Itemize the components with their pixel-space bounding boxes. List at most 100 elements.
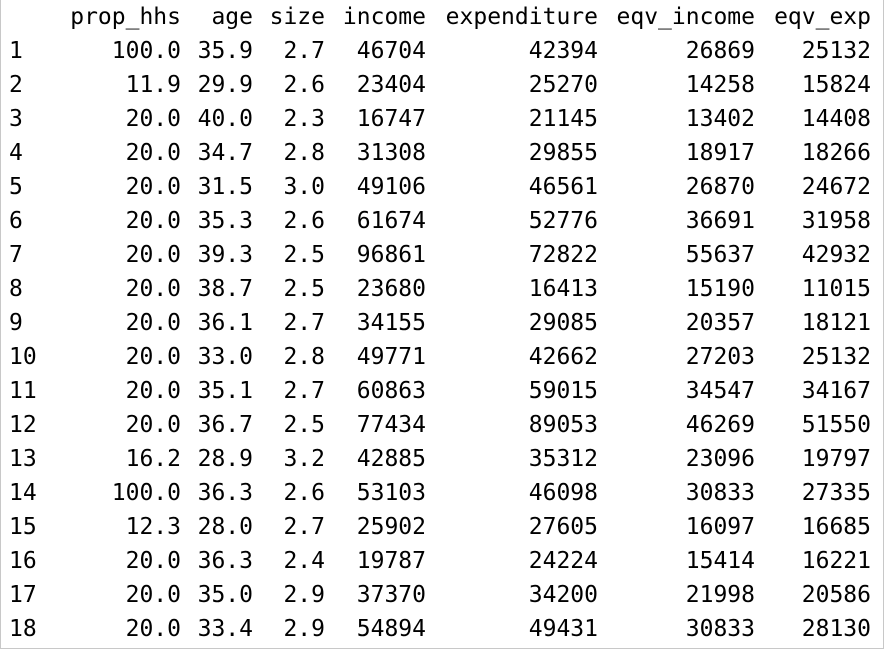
cell-income: 34155 (356, 310, 426, 336)
cell-eqv-exp: 24672 (801, 174, 871, 200)
cell-expenditure: 27605 (528, 514, 598, 540)
header-row: prop_hhs age size income expenditure eqv… (9, 0, 871, 34)
column-header-eqv-income: eqv_income (616, 4, 755, 30)
cell-eqv-exp: 31958 (801, 208, 871, 234)
table-row: 9 20.0 36.1 2.7 34155 29085 20357 18121 (9, 306, 871, 340)
cell-size: 2.9 (283, 582, 325, 608)
cell-expenditure: 24224 (528, 548, 598, 574)
cell-eqv-exp: 28130 (801, 616, 871, 642)
cell-income: 42885 (356, 446, 426, 472)
cell-prop-hhs: 20.0 (125, 582, 181, 608)
cell-expenditure: 34200 (528, 582, 598, 608)
cell-size: 2.9 (283, 616, 325, 642)
row-number: 11 (9, 378, 37, 404)
row-number: 9 (9, 310, 23, 336)
row-number: 17 (9, 582, 37, 608)
cell-eqv-exp: 19797 (801, 446, 871, 472)
cell-prop-hhs: 20.0 (125, 276, 181, 302)
cell-eqv-income: 34547 (685, 378, 755, 404)
cell-age: 38.7 (197, 276, 253, 302)
row-number: 3 (9, 106, 23, 132)
cell-age: 28.0 (197, 514, 253, 540)
cell-age: 34.7 (197, 140, 253, 166)
cell-size: 2.6 (283, 72, 325, 98)
cell-prop-hhs: 20.0 (125, 106, 181, 132)
cell-eqv-income: 26869 (685, 38, 755, 64)
cell-prop-hhs: 11.9 (125, 72, 181, 98)
cell-eqv-exp: 14408 (801, 106, 871, 132)
cell-eqv-exp: 16221 (801, 548, 871, 574)
cell-size: 2.7 (283, 310, 325, 336)
cell-age: 36.1 (197, 310, 253, 336)
cell-eqv-income: 18917 (685, 140, 755, 166)
cell-age: 35.9 (197, 38, 253, 64)
cell-age: 36.3 (197, 548, 253, 574)
cell-prop-hhs: 20.0 (125, 412, 181, 438)
cell-expenditure: 49431 (528, 616, 598, 642)
column-header-income: income (342, 4, 426, 30)
cell-age: 31.5 (197, 174, 253, 200)
row-number: 5 (9, 174, 23, 200)
cell-income: 60863 (356, 378, 426, 404)
cell-age: 35.0 (197, 582, 253, 608)
cell-age: 39.3 (197, 242, 253, 268)
cell-eqv-exp: 51550 (801, 412, 871, 438)
cell-size: 2.7 (283, 514, 325, 540)
cell-eqv-income: 30833 (685, 616, 755, 642)
cell-size: 2.5 (283, 242, 325, 268)
cell-eqv-income: 26870 (685, 174, 755, 200)
cell-income: 49771 (356, 344, 426, 370)
cell-eqv-exp: 42932 (801, 242, 871, 268)
column-header-eqv-exp: eqv_exp (774, 4, 871, 30)
table-row: 13 16.2 28.9 3.2 42885 35312 23096 19797 (9, 442, 871, 476)
cell-expenditure: 46098 (528, 480, 598, 506)
cell-income: 25902 (356, 514, 426, 540)
table-row: 4 20.0 34.7 2.8 31308 29855 18917 18266 (9, 136, 871, 170)
column-header-prop-hhs: prop_hhs (70, 4, 181, 30)
cell-expenditure: 21145 (528, 106, 598, 132)
cell-expenditure: 59015 (528, 378, 598, 404)
cell-prop-hhs: 20.0 (125, 548, 181, 574)
cell-eqv-exp: 20586 (801, 582, 871, 608)
row-number: 10 (9, 344, 37, 370)
cell-prop-hhs: 20.0 (125, 174, 181, 200)
table-row: 14 100.0 36.3 2.6 53103 46098 30833 27335 (9, 476, 871, 510)
cell-eqv-exp: 25132 (801, 344, 871, 370)
row-number: 6 (9, 208, 23, 234)
cell-eqv-income: 46269 (685, 412, 755, 438)
table-row: 5 20.0 31.5 3.0 49106 46561 26870 24672 (9, 170, 871, 204)
cell-prop-hhs: 20.0 (125, 242, 181, 268)
cell-prop-hhs: 20.0 (125, 208, 181, 234)
cell-age: 35.3 (197, 208, 253, 234)
cell-income: 23680 (356, 276, 426, 302)
cell-eqv-income: 15414 (685, 548, 755, 574)
cell-expenditure: 52776 (528, 208, 598, 234)
cell-prop-hhs: 100.0 (111, 38, 181, 64)
row-number: 2 (9, 72, 23, 98)
column-header-size: size (269, 4, 325, 30)
cell-size: 3.0 (283, 174, 325, 200)
cell-size: 2.5 (283, 276, 325, 302)
cell-eqv-income: 15190 (685, 276, 755, 302)
cell-income: 54894 (356, 616, 426, 642)
cell-expenditure: 46561 (528, 174, 598, 200)
cell-prop-hhs: 20.0 (125, 344, 181, 370)
cell-eqv-exp: 11015 (801, 276, 871, 302)
table-row: 12 20.0 36.7 2.5 77434 89053 46269 51550 (9, 408, 871, 442)
cell-eqv-income: 27203 (685, 344, 755, 370)
cell-size: 2.6 (283, 480, 325, 506)
cell-expenditure: 42394 (528, 38, 598, 64)
cell-age: 35.1 (197, 378, 253, 404)
table-row: 17 20.0 35.0 2.9 37370 34200 21998 20586 (9, 578, 871, 612)
cell-income: 31308 (356, 140, 426, 166)
cell-income: 53103 (356, 480, 426, 506)
cell-eqv-income: 16097 (685, 514, 755, 540)
cell-size: 2.4 (283, 548, 325, 574)
cell-size: 3.2 (283, 446, 325, 472)
cell-size: 2.8 (283, 140, 325, 166)
row-number: 12 (9, 412, 37, 438)
table-row: 8 20.0 38.7 2.5 23680 16413 15190 11015 (9, 272, 871, 306)
cell-eqv-income: 14258 (685, 72, 755, 98)
cell-prop-hhs: 20.0 (125, 140, 181, 166)
